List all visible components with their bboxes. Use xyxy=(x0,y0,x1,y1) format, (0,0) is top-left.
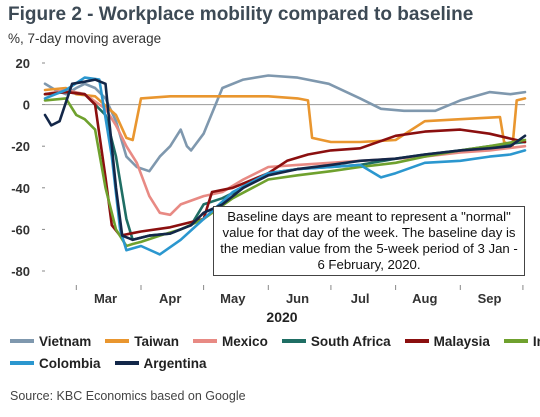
series-lines xyxy=(43,74,527,256)
legend-swatch xyxy=(114,361,139,365)
x-tick-label: May xyxy=(220,291,246,306)
source-note: Source: KBC Economics based on Google xyxy=(10,389,246,403)
x-tick-label: Sep xyxy=(478,291,502,306)
y-tick-label: -40 xyxy=(11,181,30,196)
legend-label: Vietnam xyxy=(39,333,92,349)
x-tick-label: Aug xyxy=(412,291,437,306)
legend-label: Taiwan xyxy=(134,333,180,349)
y-tick-label: 0 xyxy=(23,98,30,113)
x-tick-label: Jul xyxy=(351,291,370,306)
annotation-box: Baseline days are meant to represent a "… xyxy=(213,206,525,276)
axes xyxy=(42,62,525,290)
legend-item: South Africa xyxy=(281,333,391,349)
legend-swatch xyxy=(193,339,218,343)
legend-item: Malaysia xyxy=(404,333,490,349)
series-line-colombia xyxy=(43,76,527,256)
series-line-argentina xyxy=(43,78,527,242)
series-line-taiwan xyxy=(43,86,527,148)
x-tick-label: Apr xyxy=(159,291,181,306)
legend-item: Taiwan xyxy=(105,334,179,349)
legend-label: Argentina xyxy=(143,355,207,371)
series-line-malaysia xyxy=(43,90,527,237)
legend-label: South Africa xyxy=(310,333,391,349)
x-tick-label: Mar xyxy=(94,291,117,306)
y-tick-label: -20 xyxy=(11,139,30,154)
x-axis-label: 2020 xyxy=(266,309,297,325)
legend-item: Mexico xyxy=(193,334,268,349)
legend-item: Argentina xyxy=(114,355,207,371)
tick-labels: -80-60-40-20020MarAprMayJunJulAugSepOct xyxy=(11,56,502,306)
x-tick-label: Jun xyxy=(286,291,309,306)
legend-swatch xyxy=(105,339,130,343)
y-tick-label: -60 xyxy=(11,222,30,237)
y-tick-label: -80 xyxy=(11,264,30,279)
chart-plot: -80-60-40-20020MarAprMayJunJulAugSepOct … xyxy=(11,56,527,325)
legend-swatch xyxy=(281,339,306,343)
legend-item: Vietnam xyxy=(10,334,91,349)
chart-subtitle: %, 7-day moving average xyxy=(8,31,162,46)
y-tick-label: 20 xyxy=(16,56,30,71)
legend-row: Colombia Argentina xyxy=(10,352,535,374)
legend-item: India xyxy=(503,333,540,349)
legend-row: Vietnam Taiwan Mexico South Africa Malaysia I… xyxy=(10,330,540,352)
legend-swatch xyxy=(10,339,34,343)
legend-label: Mexico xyxy=(222,333,268,349)
legend-label: Malaysia xyxy=(433,333,490,349)
legend-swatch xyxy=(503,339,528,343)
chart-title: Figure 2 - Workplace mobility compared t… xyxy=(8,4,474,25)
legend-swatch xyxy=(404,339,429,343)
legend-label: India xyxy=(532,333,540,349)
series-line-vietnam xyxy=(43,74,527,173)
legend: Vietnam Taiwan Mexico South Africa Malaysia I… xyxy=(10,330,540,374)
legend-swatch xyxy=(10,361,34,365)
legend-label: Colombia xyxy=(39,355,101,371)
legend-item: Colombia xyxy=(10,356,101,371)
